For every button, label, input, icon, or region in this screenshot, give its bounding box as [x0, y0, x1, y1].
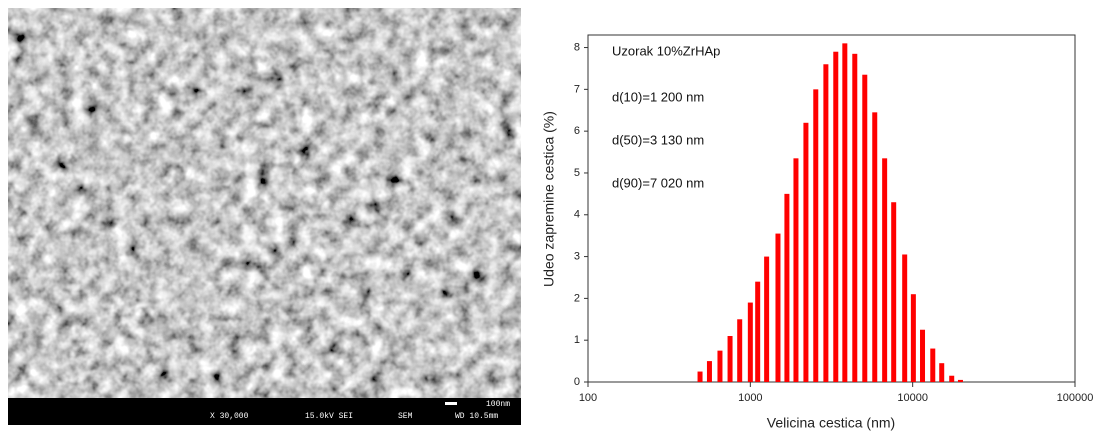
plot-frame — [587, 34, 1076, 383]
bar — [803, 122, 809, 383]
bar — [706, 361, 712, 382]
y-tick-label: 8 — [574, 41, 580, 53]
bar — [957, 379, 963, 382]
bar — [737, 319, 743, 382]
bar — [764, 256, 770, 382]
bar — [842, 43, 848, 382]
sem-photo — [8, 8, 521, 398]
voltage: 15.0kV SEI — [305, 412, 353, 421]
bar — [882, 158, 888, 382]
y-tick-label: 3 — [574, 250, 580, 262]
bar — [920, 329, 926, 382]
bar — [755, 281, 761, 382]
bar — [823, 64, 829, 382]
annotation: d(90)=7 020 nm — [612, 175, 704, 190]
bar — [793, 158, 799, 382]
x-tick-label: 10000 — [897, 392, 928, 404]
bar — [872, 112, 878, 382]
bar — [775, 233, 781, 382]
detector: SEM — [398, 412, 413, 421]
scale-bar — [445, 402, 457, 405]
chart: Udeo zapremine cestica (%) Velicina cest… — [541, 34, 1094, 431]
annotation: Uzorak 10%ZrHAp — [612, 43, 720, 58]
magnification: X 30,000 — [210, 412, 249, 421]
bar — [939, 363, 945, 382]
bar — [852, 53, 858, 382]
bar — [930, 348, 936, 382]
bar — [902, 254, 908, 382]
y-axis-label: Udeo zapremine cestica (%) — [541, 111, 557, 287]
bar — [862, 74, 868, 383]
y-tick-label: 6 — [574, 125, 580, 137]
y-tick-label: 1 — [574, 334, 580, 346]
bar — [747, 302, 753, 382]
x-axis-label: Velicina cestica (nm) — [767, 415, 895, 431]
y-tick-label: 0 — [574, 376, 580, 388]
y-tick-label: 7 — [574, 83, 580, 95]
bar — [784, 193, 790, 382]
y-tick-label: 2 — [574, 292, 580, 304]
bar — [813, 89, 819, 382]
x-tick-label: 1000 — [738, 392, 762, 404]
bar — [891, 202, 897, 382]
bar — [833, 51, 839, 382]
sem-image: 100nm X 30,000 15.0kV SEI SEM WD 10.5mm — [8, 8, 521, 425]
bar — [697, 371, 703, 382]
bar — [949, 375, 955, 382]
annotation: d(10)=1 200 nm — [612, 89, 704, 104]
x-tick-label: 100000 — [1057, 392, 1094, 404]
working-distance: WD 10.5mm — [455, 412, 498, 421]
annotation: d(50)=3 130 nm — [612, 132, 704, 147]
y-tick-label: 5 — [574, 167, 580, 179]
bar — [717, 350, 723, 382]
bar — [910, 294, 916, 382]
sem-info-bar — [8, 398, 521, 425]
x-tick-label: 100 — [579, 392, 597, 404]
bar — [727, 336, 733, 382]
scale-label: 100nm — [486, 400, 510, 409]
y-tick-label: 4 — [574, 209, 580, 221]
